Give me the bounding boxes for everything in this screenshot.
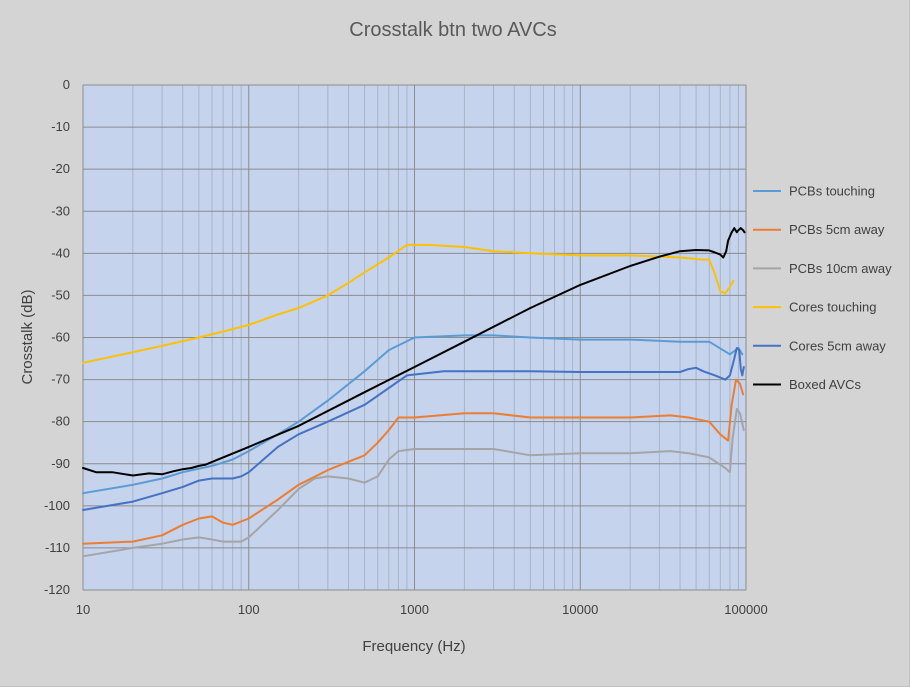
x-tick-label: 1000 <box>400 602 429 617</box>
y-tick-label: -20 <box>51 161 70 176</box>
legend-label-boxed-avcs: Boxed AVCs <box>789 377 862 392</box>
gridlines <box>82 84 747 591</box>
x-tick-label: 100 <box>238 602 260 617</box>
y-tick-label: -80 <box>51 414 70 429</box>
x-tick-label: 10 <box>76 602 90 617</box>
legend-label-cores-5cm-away: Cores 5cm away <box>789 338 886 353</box>
legend: PCBs touching PCBs 5cm away PCBs 10cm away… <box>753 184 892 392</box>
y-tick-label: -30 <box>51 203 70 218</box>
y-axis-title: Crosstalk (dB) <box>19 289 36 384</box>
legend-label-cores-touching: Cores touching <box>789 300 876 315</box>
x-axis-title: Frequency (Hz) <box>362 638 465 655</box>
legend-label-pcbs-5cm-away: PCBs 5cm away <box>789 222 885 237</box>
y-tick-label: -70 <box>51 372 70 387</box>
y-tick-label: -50 <box>51 287 70 302</box>
series-lines <box>82 227 746 558</box>
y-tick-label: 0 <box>63 77 70 92</box>
y-tick-label: -10 <box>51 119 70 134</box>
series-line-boxed-avcs <box>82 227 746 477</box>
y-tick-label: -40 <box>51 245 70 260</box>
series-line-pcbs-10cm-away <box>82 408 745 558</box>
y-tick-label: -110 <box>45 540 70 555</box>
y-tick-label: -90 <box>51 456 70 471</box>
series-line-pcbs-5cm-away <box>82 378 745 545</box>
y-tick-label: -60 <box>51 330 70 345</box>
chart-title: Crosstalk btn two AVCs <box>349 19 556 41</box>
series-line-cores-touching <box>82 243 735 364</box>
series-line-cores-5cm-away <box>82 347 745 511</box>
series-line-pcbs-touching <box>82 334 744 495</box>
x-tick-label: 10000 <box>562 602 598 617</box>
legend-label-pcbs-10cm-away: PCBs 10cm away <box>789 261 892 276</box>
legend-label-pcbs-touching: PCBs touching <box>789 184 875 199</box>
y-tick-label: -120 <box>44 582 70 597</box>
x-tick-label: 100000 <box>724 602 767 617</box>
y-tick-label: -100 <box>44 498 70 513</box>
tick-labels: 0 -10 -20 -30 -40 -50 -60 -70 -80 -90 -100 -110 -120… <box>44 77 768 617</box>
